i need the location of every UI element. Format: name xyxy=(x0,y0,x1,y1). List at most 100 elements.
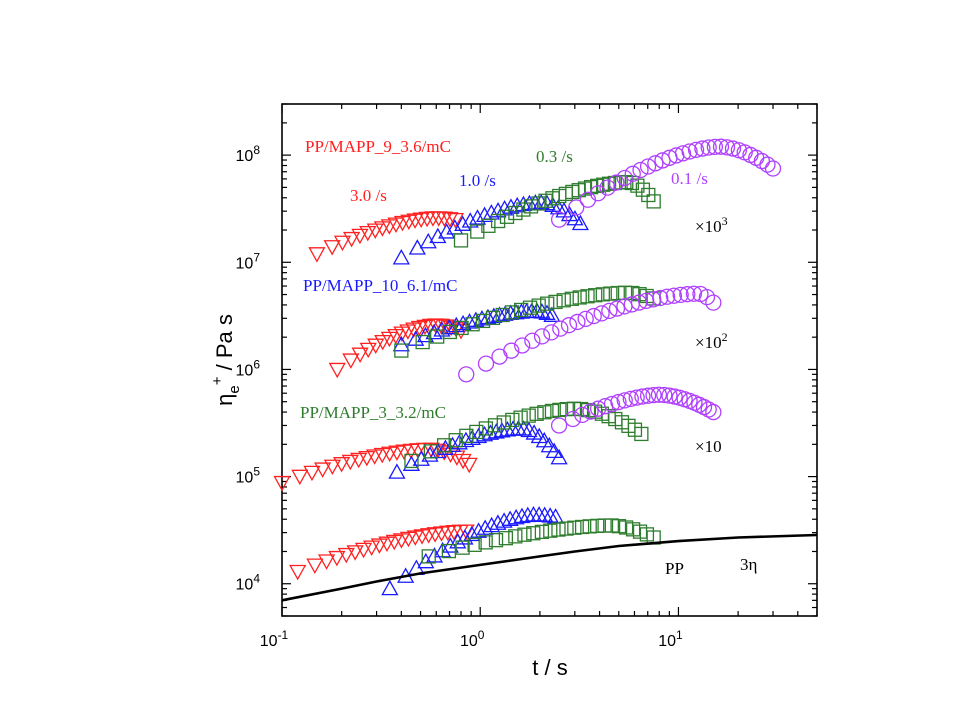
series-triangle-up xyxy=(392,193,589,265)
series-triangle-down xyxy=(308,211,465,263)
data-point-triangle-down xyxy=(412,212,430,228)
series-square xyxy=(404,401,649,469)
data-point-triangle-down xyxy=(441,212,459,228)
data-point-triangle-down xyxy=(323,459,342,476)
data-point-square xyxy=(459,428,474,443)
data-point-circle xyxy=(608,300,626,317)
data-point-triangle-up xyxy=(433,321,451,337)
data-point-triangle-down xyxy=(457,524,475,540)
data-point-square xyxy=(601,176,617,191)
linear-envelope-line xyxy=(281,533,818,602)
data-point-circle xyxy=(724,140,742,157)
data-layer xyxy=(273,138,818,602)
data-point-circle xyxy=(652,289,669,307)
data-point-triangle-up xyxy=(550,448,568,465)
data-point-square xyxy=(481,218,496,233)
data-point-circle xyxy=(748,149,765,166)
data-point-triangle-up xyxy=(441,537,459,553)
data-point-circle xyxy=(585,307,602,325)
data-point-square xyxy=(498,531,514,546)
data-point-triangle-down xyxy=(342,353,360,369)
data-point-square xyxy=(534,524,550,540)
y-tick-label: 106 xyxy=(236,357,261,379)
x-tick-label: 10-1 xyxy=(260,628,289,650)
data-point-triangle-up xyxy=(476,519,494,535)
data-point-circle xyxy=(628,389,645,406)
data-point-triangle-down xyxy=(359,225,377,242)
data-point-triangle-down xyxy=(406,213,424,229)
data-point-triangle-down xyxy=(291,469,309,486)
data-point-triangle-down xyxy=(370,538,389,554)
data-point-square xyxy=(415,334,430,350)
rate-label-3-0: 3.0 /s xyxy=(350,186,387,205)
data-point-square xyxy=(559,521,574,536)
y-tick-label: 105 xyxy=(236,465,261,487)
data-point-triangle-down xyxy=(454,453,472,470)
data-point-square xyxy=(610,285,625,301)
data-point-square xyxy=(543,523,558,538)
data-point-triangle-up xyxy=(454,314,472,331)
series-triangle-up xyxy=(388,419,568,479)
data-point-circle xyxy=(672,286,689,304)
data-point-circle xyxy=(705,403,722,421)
data-point-circle xyxy=(582,403,599,420)
data-point-triangle-down xyxy=(363,540,381,556)
data-point-triangle-up xyxy=(392,249,410,265)
shift-label-1000: ×103 xyxy=(695,214,728,236)
data-point-triangle-up xyxy=(454,215,472,231)
svg-text:ηe+ / Pa s: ηe+ / Pa s xyxy=(209,314,243,406)
data-point-square xyxy=(478,421,494,436)
data-point-triangle-down xyxy=(323,240,341,256)
data-point-triangle-down xyxy=(343,231,361,248)
data-point-triangle-up xyxy=(421,446,439,462)
data-point-triangle-down xyxy=(437,319,455,335)
data-point-square xyxy=(588,288,603,303)
series-circle xyxy=(550,386,722,434)
three-eta-label: 3η xyxy=(740,555,757,574)
data-point-square xyxy=(490,213,506,229)
data-point-square xyxy=(487,418,503,433)
data-point-triangle-down xyxy=(351,347,369,364)
data-point-square xyxy=(572,290,587,305)
rate-label-1-0: 1.0 /s xyxy=(459,171,496,190)
data-point-triangle-up xyxy=(515,420,533,436)
data-point-square xyxy=(552,402,567,418)
data-point-square xyxy=(548,294,563,310)
rate-label-0-3: 0.3 /s xyxy=(536,147,573,166)
data-point-circle xyxy=(503,342,520,359)
data-point-circle xyxy=(679,286,696,303)
series-circle xyxy=(458,285,722,383)
data-point-triangle-down xyxy=(328,550,346,567)
data-point-circle xyxy=(645,386,662,404)
data-point-circle xyxy=(616,169,633,187)
data-point-triangle-down xyxy=(354,542,373,559)
data-point-circle xyxy=(632,161,649,179)
y-axis-title-sub: e xyxy=(226,385,243,393)
data-point-circle xyxy=(700,401,717,418)
data-point-circle xyxy=(569,313,586,331)
data-point-triangle-down xyxy=(317,554,336,570)
data-point-triangle-down xyxy=(341,454,359,471)
data-point-circle xyxy=(610,393,627,411)
data-point-triangle-up xyxy=(468,209,487,225)
data-point-circle xyxy=(552,320,569,337)
shift-100-exp: 2 xyxy=(722,330,728,344)
data-point-triangle-down xyxy=(432,526,451,542)
data-point-triangle-down xyxy=(410,320,429,337)
data-point-square xyxy=(453,233,469,248)
series-triangle-down xyxy=(289,524,475,581)
data-point-square xyxy=(517,527,532,542)
shift-label-10: ×10 xyxy=(695,437,722,456)
data-point-circle xyxy=(560,317,578,334)
data-point-triangle-down xyxy=(306,558,324,574)
data-point-square xyxy=(394,343,409,358)
data-point-circle xyxy=(671,389,688,406)
data-point-triangle-up xyxy=(419,232,437,249)
data-point-circle xyxy=(622,390,639,408)
data-point-square xyxy=(540,296,555,311)
data-point-circle xyxy=(577,310,594,328)
data-point-square xyxy=(505,412,520,428)
data-point-circle xyxy=(706,138,724,155)
